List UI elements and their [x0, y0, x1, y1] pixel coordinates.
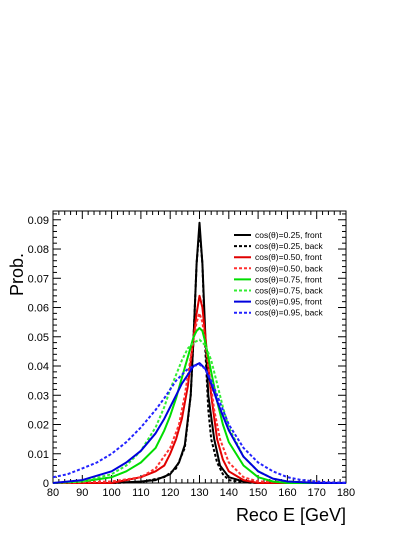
- y-tick-label: 0.01: [28, 449, 49, 461]
- x-axis-label: Reco E [GeV]: [236, 505, 346, 525]
- x-tick-label: 130: [190, 487, 208, 499]
- y-axis-label: Prob.: [7, 253, 27, 296]
- y-tick-label: 0.09: [28, 215, 49, 227]
- y-tick-label: 0.08: [28, 244, 49, 256]
- series-line-5: [52, 327, 346, 484]
- y-tick-label: 0.06: [28, 303, 49, 315]
- legend-label: cos(θ)=0.75, front: [255, 274, 322, 284]
- series-line-4: [52, 312, 347, 484]
- x-tick-label: 170: [308, 487, 326, 499]
- x-tick-label: 80: [47, 487, 59, 499]
- series-line-6: [52, 338, 346, 484]
- x-tick-label: 120: [161, 487, 179, 499]
- series-line-3: [53, 294, 346, 484]
- x-tick-label: 90: [76, 487, 88, 499]
- legend-label: cos(θ)=0.25, front: [255, 230, 322, 240]
- x-tick-label: 100: [102, 487, 120, 499]
- legend-label: cos(θ)=0.50, front: [255, 252, 322, 262]
- legend-label: cos(θ)=0.75, back: [255, 286, 324, 296]
- x-tick-label: 140: [220, 487, 238, 499]
- y-tick-label: 0.02: [28, 420, 49, 432]
- x-tick-label: 110: [132, 487, 150, 499]
- x-tick-label: 180: [337, 487, 355, 499]
- legend-label: cos(θ)=0.25, back: [255, 241, 324, 251]
- legend-label: cos(θ)=0.95, front: [255, 297, 322, 307]
- y-tick-label: 0: [43, 478, 49, 490]
- y-tick-label: 0.07: [28, 273, 49, 285]
- series-line-7: [52, 362, 346, 484]
- legend-label: cos(θ)=0.95, back: [255, 308, 324, 318]
- x-tick-label: 160: [278, 487, 296, 499]
- y-tick-label: 0.03: [28, 390, 49, 402]
- series-layer: [52, 221, 347, 484]
- y-tick-label: 0.04: [28, 361, 49, 373]
- series-line-2: [53, 227, 346, 484]
- y-tick-label: 0.05: [28, 332, 49, 344]
- x-tick-label: 150: [249, 487, 267, 499]
- series-line-8: [52, 363, 347, 484]
- legend-label: cos(θ)=0.50, back: [255, 263, 324, 273]
